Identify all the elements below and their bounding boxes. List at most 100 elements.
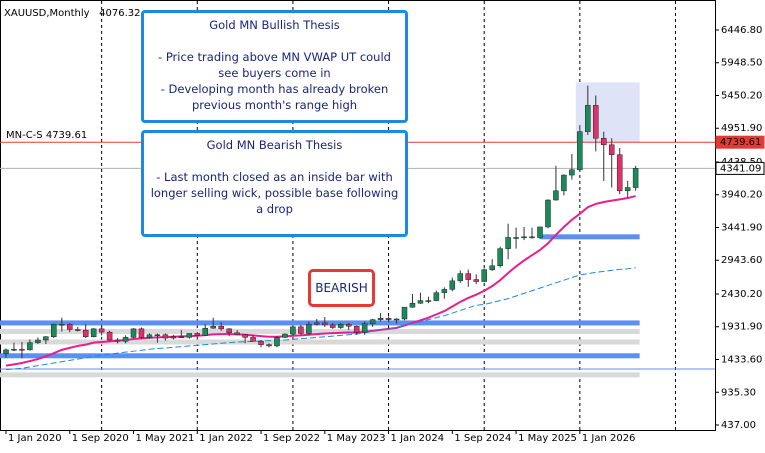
price-tag-label: 4739.61 <box>720 137 761 148</box>
bearish-box: Gold MN Bearish Thesis - Last month clos… <box>141 130 408 237</box>
candle-body <box>401 306 408 320</box>
candle-body <box>43 336 49 341</box>
candle-body <box>59 323 65 326</box>
candle-body <box>74 329 81 331</box>
x-tick-label: 1 Sep 2024 <box>454 433 511 444</box>
candle-body <box>393 318 400 321</box>
level-label: MN-C-S 4739.61 <box>6 130 88 141</box>
candle-body <box>106 331 113 341</box>
candle-body <box>537 226 543 238</box>
box-line: - Price trading above MN VWAP UT could s… <box>158 50 391 80</box>
candle-body <box>337 323 344 328</box>
candle-body <box>593 105 599 139</box>
candle-body <box>353 325 360 333</box>
candle-body <box>513 237 519 239</box>
candle-body <box>425 300 432 302</box>
candle-body <box>154 334 161 337</box>
candle-body <box>138 328 145 338</box>
candle-body <box>545 199 551 228</box>
candle-body <box>306 323 312 334</box>
candle-body <box>186 333 193 338</box>
candle-body <box>553 190 559 201</box>
y-tick-label: 1931.90 <box>721 322 762 333</box>
candle-body <box>624 187 631 192</box>
candle-body <box>505 237 511 249</box>
candle-body <box>67 323 73 330</box>
candle-body <box>90 328 97 337</box>
candle-body <box>577 131 583 171</box>
candle-body <box>433 292 440 301</box>
y-tick-label: 5450.20 <box>721 90 762 101</box>
candle-body <box>330 324 336 328</box>
price-tag-label: 4341.09 <box>720 163 761 174</box>
x-tick-label: 1 Sep 2022 <box>263 433 320 444</box>
signal-box: BEARISH <box>308 269 375 307</box>
plot-frame <box>0 0 716 431</box>
candle-body <box>266 344 272 347</box>
candle-body <box>98 328 105 333</box>
candle-body <box>35 339 41 343</box>
candle-body <box>130 328 137 338</box>
candle-body <box>82 329 89 337</box>
y-tick-label: 935.30 <box>721 387 756 398</box>
level-band <box>0 320 640 326</box>
candle-body <box>51 323 57 337</box>
x-tick-label: 1 May 2025 <box>518 433 577 444</box>
y-tick-label: 437.00 <box>721 420 756 431</box>
candle-body <box>170 336 177 339</box>
bullish-box: Gold MN Bullish Thesis - Price trading a… <box>141 10 408 123</box>
candle-body <box>417 300 424 304</box>
candle-body <box>585 105 591 132</box>
x-tick-label: 1 Jan 2026 <box>582 433 636 444</box>
candle-body <box>369 319 376 324</box>
candle-body <box>194 333 201 336</box>
candle-body <box>481 269 487 282</box>
y-tick-label: 2943.60 <box>721 255 762 266</box>
x-tick-label: 1 May 2021 <box>136 433 195 444</box>
header-price: 4076.32 <box>99 8 141 19</box>
candle-body <box>210 325 216 329</box>
candle-body <box>11 348 17 351</box>
candle-body <box>114 339 121 342</box>
candle-body <box>449 280 456 290</box>
x-tick-label: 1 Jan 2022 <box>199 433 253 444</box>
level-band <box>0 372 640 378</box>
candle-body <box>178 336 185 338</box>
indicator-line <box>5 267 636 371</box>
candle-body <box>601 137 607 146</box>
y-tick-label: 2430.20 <box>721 289 762 300</box>
candle-body <box>441 289 448 293</box>
x-tick-label: 1 May 2023 <box>327 433 386 444</box>
candle-body <box>322 322 328 326</box>
candle-body <box>529 236 535 239</box>
price-tag <box>715 161 765 175</box>
box-title: Gold MN Bearish Thesis <box>206 138 343 152</box>
candle-body <box>561 174 567 192</box>
box-line: - Developing month has already broken pr… <box>160 82 389 112</box>
candle-body <box>242 334 248 338</box>
candle-body <box>345 323 352 327</box>
box-line: - Last month closed as an inside bar wit… <box>150 170 399 216</box>
y-tick-label: 3940.20 <box>721 190 762 201</box>
y-tick-label: 3441.90 <box>721 222 762 233</box>
y-tick-label: 1433.60 <box>721 354 762 365</box>
candle-body <box>3 349 9 355</box>
candle-body <box>218 325 224 330</box>
candle-body <box>465 273 472 280</box>
x-tick-label: 1 Sep 2020 <box>72 433 129 444</box>
candle-body <box>282 333 288 338</box>
symbol: XAUUSD,Monthly <box>4 8 90 19</box>
y-tick-label: 5948.50 <box>721 58 762 69</box>
candle-body <box>146 334 153 338</box>
candle-body <box>377 318 384 320</box>
candle-body <box>19 348 25 351</box>
candle-body <box>473 279 479 282</box>
candle-body <box>608 144 615 155</box>
candle-body <box>521 236 527 239</box>
candle-body <box>122 337 129 342</box>
candle-body <box>361 323 368 333</box>
x-tick-label: 1 Jan 2024 <box>391 433 445 444</box>
level-band <box>0 353 640 359</box>
